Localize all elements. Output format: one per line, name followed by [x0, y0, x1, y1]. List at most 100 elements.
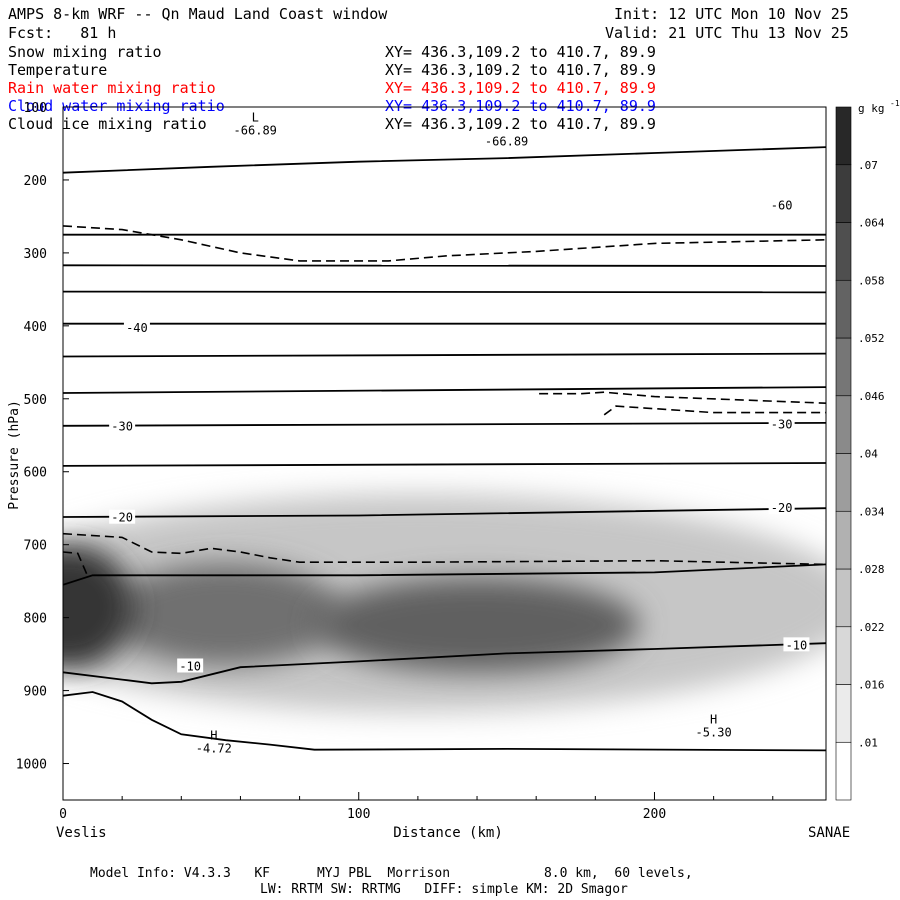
colorbar-box [835, 106, 852, 166]
y-tick-label: 500 [24, 393, 47, 408]
isotherm-line [63, 507, 826, 518]
snow-shading [63, 493, 826, 713]
colorbar-level: .016 [858, 679, 885, 692]
x-tick-label: 100 [347, 807, 370, 822]
snow-blob [107, 562, 344, 666]
colorbar-box [835, 279, 852, 339]
distance-axis: 0 100 200 [59, 792, 774, 822]
field-name-cloud-ice: Cloud ice mixing ratio [8, 115, 207, 133]
colorbar-level: .028 [858, 563, 885, 576]
x-axis-label: Distance (km) [393, 825, 503, 841]
colorbar-unit: g kg [858, 102, 885, 115]
field-name-snow: Snow mixing ratio [8, 43, 162, 61]
colorbar-box [835, 453, 852, 512]
extremum-value: -4.72 [196, 741, 232, 755]
isotherm-line [63, 386, 826, 394]
extremum-letter: H [210, 728, 217, 742]
y-tick-label: 200 [24, 174, 47, 189]
y-tick-label: 1000 [16, 758, 47, 773]
field-xy-cloud-ice: XY= 436.3,109.2 to 410.7, 89.9 [385, 115, 656, 133]
field-name-temperature: Temperature [8, 61, 108, 79]
colorbar: .01 .016 .022 .028 .034 .04 .046 .052 .058 .064 .0… [835, 106, 885, 801]
colorbar-level: .022 [858, 621, 885, 634]
contour-label-bg [177, 658, 204, 673]
dashed-isoline [603, 405, 826, 416]
contour-label-bg [123, 320, 150, 335]
colorbar-box [835, 222, 852, 281]
field-xy-temperature: XY= 436.3,109.2 to 410.7, 89.9 [385, 61, 656, 79]
footer-physics-info: LW: RRTM SW: RRTMG DIFF: simple KM: 2D S… [260, 882, 628, 897]
x-endpoint-left: Veslis [56, 825, 107, 841]
contour-label: -30 [771, 417, 793, 431]
extremum-value: -5.30 [696, 725, 732, 739]
plot-frame [62, 106, 827, 801]
field-xy-snow: XY= 436.3,109.2 to 410.7, 89.9 [385, 43, 656, 61]
colorbar-box [835, 395, 852, 454]
header-fcst: Fcst: 81 h [8, 24, 117, 42]
snow-blob [314, 577, 640, 673]
contour-label: -40 [126, 321, 148, 335]
field-xy-rain: XY= 436.3,109.2 to 410.7, 89.9 [385, 79, 656, 97]
isotherm-line [63, 422, 826, 427]
x-tick-label: 200 [643, 807, 666, 822]
contour-label-bg [783, 637, 810, 652]
contour-label: -10 [786, 638, 808, 652]
contour-label: -20 [771, 501, 793, 515]
colorbar-box [835, 164, 852, 223]
snow-blob [63, 544, 134, 669]
extremum-letter: H [710, 712, 717, 726]
isotherm-line [63, 146, 826, 174]
contour-label-bg [768, 500, 795, 515]
field-xy-cloud-water: XY= 436.3,109.2 to 410.7, 89.9 [385, 97, 656, 115]
y-tick-label: 900 [24, 685, 47, 700]
dashed-isoline [63, 225, 826, 262]
snow-blob [63, 493, 826, 713]
isotherm-line [63, 264, 826, 267]
colorbar-level: .046 [858, 390, 885, 403]
temperature-contours [63, 146, 826, 752]
colorbar-level: .01 [858, 736, 878, 749]
contour-label: -10 [179, 660, 201, 674]
isotherm-line [63, 462, 826, 467]
contour-label-bg [109, 418, 136, 433]
extremum-value: -66.89 [234, 124, 277, 138]
colorbar-box [835, 510, 852, 570]
isotherm-line [63, 691, 826, 752]
x-endpoint-right: SANAE [808, 825, 850, 841]
isotherm-line [63, 642, 826, 685]
contour-label-bg [109, 509, 136, 524]
contour-label-bg [768, 416, 795, 431]
header-title: AMPS 8-km WRF -- Qn Maud Land Coast wind… [8, 5, 388, 23]
header-valid: Valid: 21 UTC Thu 13 Nov 25 [605, 24, 849, 42]
dashed-isoline [63, 532, 826, 566]
colorbar-level: .034 [858, 505, 885, 518]
colorbar-level: .07 [858, 159, 878, 172]
colorbar-level: .058 [858, 274, 885, 287]
x-tick-label: 0 [59, 807, 67, 822]
y-tick-label: 400 [24, 320, 47, 335]
colorbar-level: .052 [858, 332, 885, 345]
footer-model-info: Model Info: V4.3.3 KF MYJ PBL Morrison 8… [90, 866, 693, 881]
field-name-rain: Rain water mixing ratio [8, 79, 216, 97]
contour-label: -30 [111, 420, 133, 434]
y-axis-label: Pressure (hPa) [7, 400, 22, 510]
extremum-value: -66.89 [485, 135, 528, 149]
extremum-letter: L [252, 111, 259, 125]
colorbar-box [835, 568, 852, 628]
colorbar-unit-exponent: -1 [890, 99, 900, 108]
colorbar-level: .04 [858, 448, 878, 461]
colorbar-level: .064 [858, 217, 885, 230]
y-tick-label: 800 [24, 612, 47, 627]
contour-label: -60 [771, 198, 793, 212]
header-init: Init: 12 UTC Mon 10 Nov 25 [614, 5, 849, 23]
dashed-isoline [539, 391, 826, 404]
field-name-cloud-water: Cloud water mixing ratio [8, 97, 225, 115]
colorbar-box [835, 337, 852, 397]
y-tick-label: 300 [24, 247, 47, 262]
isotherm-line [63, 352, 826, 358]
isotherm-line [63, 290, 826, 294]
dashed-isoline [63, 551, 88, 575]
colorbar-box [835, 626, 852, 685]
